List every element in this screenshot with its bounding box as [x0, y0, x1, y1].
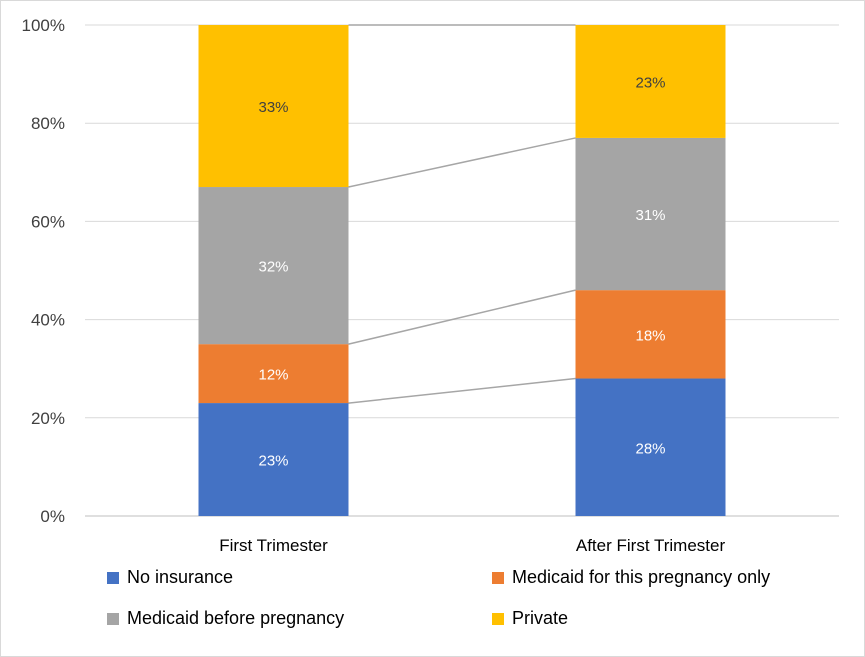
legend-label: Medicaid for this pregnancy only	[512, 567, 771, 587]
legend-item: No insurance	[107, 567, 233, 588]
series-line	[348, 289, 576, 345]
legend-item: Medicaid before pregnancy	[107, 608, 344, 629]
data-label: 23%	[258, 453, 288, 470]
x-tick-label: First Trimester	[219, 536, 328, 555]
y-tick-label: 80%	[31, 114, 65, 133]
data-label: 32%	[258, 259, 288, 276]
chart-plot: 0% 20% 40% 60% 80% 100% 23% 12% 32% 33% First Trim…	[22, 16, 839, 555]
y-tick-label: 40%	[31, 311, 65, 330]
data-label: 31%	[635, 207, 665, 224]
legend-swatch	[107, 612, 119, 625]
legend-swatch	[107, 571, 119, 584]
bar-segment	[575, 25, 726, 138]
bar-segment	[198, 25, 349, 188]
bar-segment	[575, 290, 726, 379]
legend-label: Medicaid before pregnancy	[127, 608, 345, 628]
series-line	[348, 377, 576, 404]
legend-label: No insurance	[127, 567, 234, 587]
legend-item: Private	[492, 608, 568, 629]
chart-legend: No insurance Medicaid for this pregnancy …	[1, 561, 864, 641]
legend-item: Medicaid for this pregnancy only	[492, 567, 770, 588]
bar-segment	[198, 187, 349, 345]
data-label: 33%	[258, 99, 288, 116]
x-tick-label: After First Trimester	[576, 536, 726, 555]
data-label: 18%	[635, 327, 665, 344]
data-label: 28%	[635, 440, 665, 457]
y-tick-label: 20%	[31, 409, 65, 428]
y-tick-label: 100%	[22, 16, 65, 35]
data-label: 23%	[635, 74, 665, 91]
series-line	[348, 137, 576, 188]
legend-label: Private	[512, 608, 569, 628]
legend-swatch	[492, 571, 504, 584]
y-tick-label: 0%	[40, 507, 65, 526]
bar-segment	[198, 344, 349, 404]
bar-segment	[575, 137, 726, 291]
bar-segment	[575, 378, 726, 516]
data-label: 12%	[258, 367, 288, 384]
legend-swatch	[492, 612, 504, 625]
bar-segment	[198, 403, 349, 516]
y-tick-label: 60%	[31, 212, 65, 231]
